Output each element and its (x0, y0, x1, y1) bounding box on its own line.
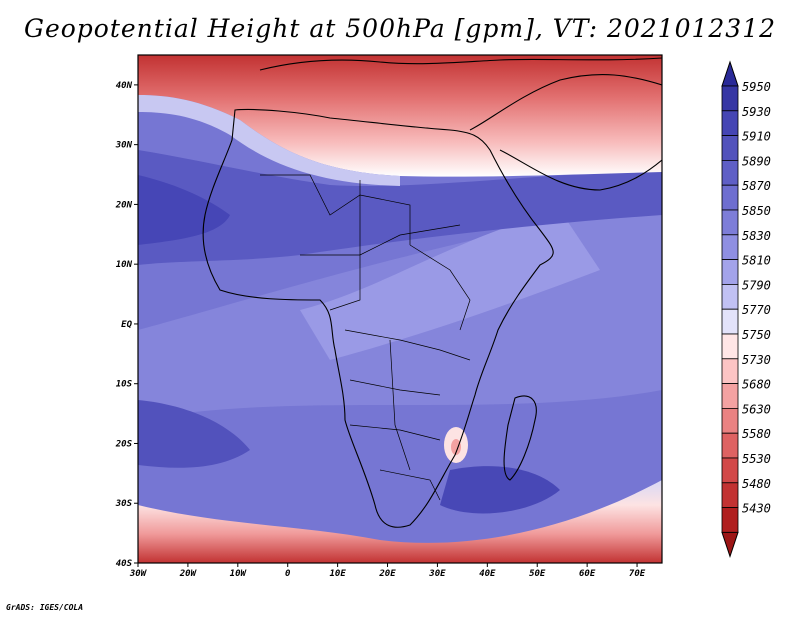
lat-tick-label: 40S (116, 559, 133, 569)
colorbar-label: 5830 (742, 229, 771, 243)
lon-tick-label: 10W (230, 569, 248, 579)
lon-tick-label: 30E (428, 569, 446, 579)
colorbar-swatch (721, 85, 739, 112)
colorbar-label: 5810 (742, 254, 771, 268)
colorbar-label: 5790 (742, 278, 771, 292)
colorbar-bottom-arrow (721, 531, 739, 558)
colorbar-label: 5730 (742, 353, 771, 367)
colorbar-swatch (721, 259, 739, 285)
colorbar-swatch (721, 184, 739, 211)
colorbar-label: 5930 (742, 105, 771, 119)
colorbar-top-arrow (721, 60, 739, 87)
madagascar-coastline (503, 395, 537, 481)
plot-frame (137, 54, 663, 564)
colorbar-swatch (721, 209, 739, 236)
height-field (138, 55, 662, 563)
africa-coastline (202, 108, 554, 528)
field-local-trough-core (451, 439, 461, 455)
map-title: Geopotential Height at 500hPa [gpm], VT:… (23, 14, 777, 43)
lon-tick-label: 20W (179, 569, 198, 579)
colorbar-label: 5580 (742, 427, 771, 441)
colorbar-swatch (721, 358, 739, 384)
border-southern (349, 379, 441, 396)
europe-coastline (259, 57, 662, 71)
lon-tick-label: 0 (285, 569, 291, 579)
colorbar-swatch (721, 482, 739, 508)
lon-tick-label: 30W (129, 569, 148, 579)
field-north-low (138, 55, 662, 177)
field-south-indian-high (440, 466, 560, 514)
colorbar-label: 5910 (742, 130, 771, 144)
border-south (349, 424, 441, 441)
field-north-high (138, 150, 662, 265)
colorbar-swatch (721, 432, 739, 459)
border-sahel (300, 224, 461, 256)
colorbar-label: 5890 (742, 154, 771, 168)
colorbar-label: 5870 (742, 179, 771, 193)
colorbar-swatch (721, 457, 739, 484)
field-north-transition (138, 95, 400, 186)
border-east (409, 244, 471, 331)
field-light-patch (300, 210, 600, 360)
lat-tick-label: 20N (115, 200, 133, 210)
lon-tick-label: 20E (378, 569, 396, 579)
colorbar-swatch (721, 308, 739, 335)
lon-tick-label: 10E (329, 569, 346, 579)
lat-tick-label: 20S (115, 439, 133, 449)
colorbar-label: 5770 (742, 303, 771, 317)
colorbar-swatch (721, 507, 739, 533)
lon-tick-label: 50E (529, 569, 546, 579)
colorbar-label: 5850 (742, 204, 771, 218)
colorbar-label: 5480 (742, 477, 771, 491)
country-borders (260, 174, 471, 501)
colorbar-label: 5750 (742, 328, 771, 342)
border-sahara (260, 174, 411, 245)
arabia-coastline (499, 149, 662, 191)
border-south-africa (379, 469, 441, 501)
lat-tick-label: 10N (116, 260, 133, 270)
colorbar-swatch (721, 159, 739, 186)
longitude-axis: 30W 20W 10W 0 10E 20E 30E 40E 50E 60E 70E (129, 563, 646, 579)
colorbar-swatch (721, 407, 739, 434)
lat-tick-label: 30N (115, 141, 133, 151)
colorbar-label: 5630 (742, 402, 771, 416)
field-south-low (138, 480, 662, 563)
field-north-core (138, 175, 230, 245)
colorbar-swatch (721, 283, 739, 310)
grads-credit: GrADS: IGES/COLA (6, 603, 84, 612)
border-drc-south (389, 339, 411, 471)
colorbar: 5950 5930 5910 5890 5870 5850 5830 5810 5790 5770… (721, 60, 771, 558)
latitude-axis: 40N 30N 20N 10N EQ 10S 20S 30S 40S (115, 81, 138, 569)
lon-tick-label: 70E (629, 569, 646, 579)
colorbar-swatch (721, 135, 739, 161)
colorbar-label: 5680 (742, 378, 771, 392)
lat-tick-label: EQ (121, 320, 132, 330)
lat-tick-label: 30S (115, 499, 133, 509)
border-equatorial (344, 329, 471, 361)
colorbar-swatch (721, 110, 739, 137)
lat-tick-label: 40N (116, 81, 133, 91)
lon-tick-label: 40E (479, 569, 496, 579)
coastlines (202, 57, 662, 528)
colorbar-swatch (721, 333, 739, 360)
border-central-north (329, 180, 361, 311)
lon-tick-label: 60E (579, 569, 596, 579)
lat-tick-label: 10S (116, 380, 133, 390)
colorbar-swatch (721, 234, 739, 261)
colorbar-label: 5530 (742, 452, 771, 466)
field-south-atlantic-high (138, 400, 250, 468)
colorbar-label: 5430 (742, 502, 771, 516)
colorbar-swatch (721, 383, 739, 409)
middle-east-coastline (469, 74, 662, 131)
colorbar-label: 5950 (742, 80, 771, 94)
